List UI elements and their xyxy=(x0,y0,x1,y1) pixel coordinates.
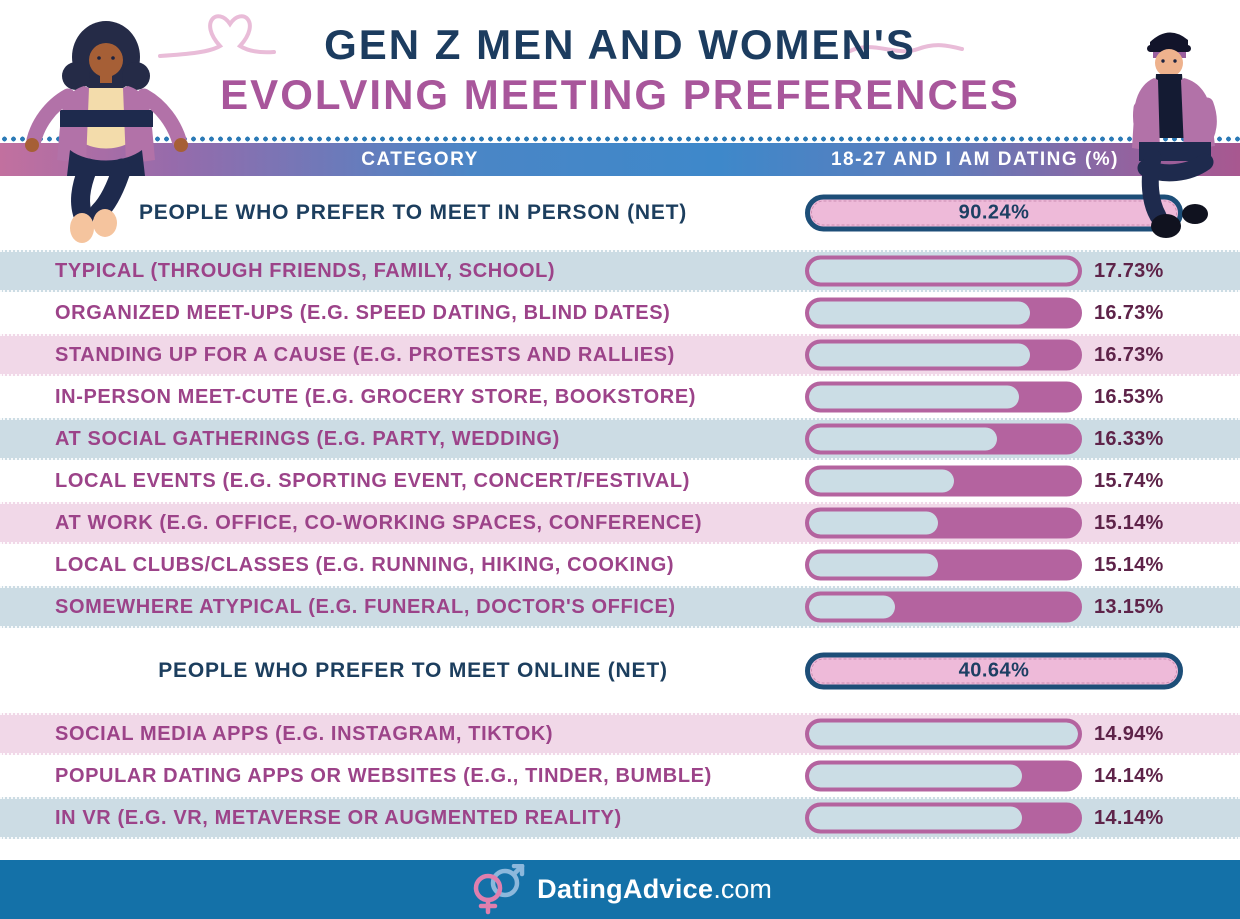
category-value: 15.74% xyxy=(1094,469,1164,492)
title-line-1: GEN Z MEN AND WOMEN'S xyxy=(324,21,916,68)
category-label: LOCAL CLUBS/CLASSES (E.G. RUNNING, HIKIN… xyxy=(55,553,675,576)
category-label: ORGANIZED MEET-UPS (E.G. SPEED DATING, B… xyxy=(55,301,671,324)
category-value: 13.15% xyxy=(1094,595,1164,618)
column-header-value: 18-27 AND I AM DATING (%) xyxy=(830,148,1120,170)
net-in-person-bar: 90.24% xyxy=(805,194,1183,232)
category-bar xyxy=(805,802,1082,834)
category-label: SOCIAL MEDIA APPS (E.G. INSTAGRAM, TIKTO… xyxy=(55,722,554,745)
category-bar xyxy=(805,255,1082,287)
category-bar-fill xyxy=(809,722,1078,746)
table-row: LOCAL CLUBS/CLASSES (E.G. RUNNING, HIKIN… xyxy=(0,544,1240,586)
category-label: LOCAL EVENTS (E.G. SPORTING EVENT, CONCE… xyxy=(55,469,690,492)
category-bar xyxy=(805,591,1082,623)
category-bar-fill xyxy=(809,259,1078,283)
preferences-table: PEOPLE WHO PREFER TO MEET IN PERSON (NET… xyxy=(0,176,1240,839)
category-bar xyxy=(805,549,1082,581)
category-bar xyxy=(805,760,1082,792)
category-bar xyxy=(805,507,1082,539)
category-bar-fill xyxy=(809,343,1030,367)
category-value: 15.14% xyxy=(1094,511,1164,534)
footer-bar: DatingAdvice.com xyxy=(0,860,1240,919)
category-value: 17.73% xyxy=(1094,259,1164,282)
category-label: IN VR (E.G. VR, METAVERSE OR AUGMENTED R… xyxy=(55,806,622,829)
table-row: SOCIAL MEDIA APPS (E.G. INSTAGRAM, TIKTO… xyxy=(0,713,1240,755)
table-row: ORGANIZED MEET-UPS (E.G. SPEED DATING, B… xyxy=(0,292,1240,334)
wave-doodle-icon xyxy=(848,43,964,54)
dating-advice-logo-icon xyxy=(473,863,525,914)
table-row: STANDING UP FOR A CAUSE (E.G. PROTESTS A… xyxy=(0,334,1240,376)
category-value: 16.33% xyxy=(1094,427,1164,450)
category-bar xyxy=(805,465,1082,497)
category-value: 14.14% xyxy=(1094,764,1164,787)
net-row-in-person: PEOPLE WHO PREFER TO MEET IN PERSON (NET… xyxy=(0,176,1240,250)
net-online-label: PEOPLE WHO PREFER TO MEET ONLINE (NET) xyxy=(158,658,668,682)
category-label: POPULAR DATING APPS OR WEBSITES (E.G., T… xyxy=(55,764,712,787)
dotted-border xyxy=(0,135,1240,143)
category-label: STANDING UP FOR A CAUSE (E.G. PROTESTS A… xyxy=(55,343,675,366)
table-row: AT SOCIAL GATHERINGS (E.G. PARTY, WEDDIN… xyxy=(0,418,1240,460)
category-bar-fill xyxy=(809,469,955,493)
net-in-person-value: 90.24% xyxy=(958,201,1030,224)
category-bar xyxy=(805,423,1082,455)
table-row: SOMEWHERE ATYPICAL (E.G. FUNERAL, DOCTOR… xyxy=(0,586,1240,628)
footer-brand: DatingAdvice.com xyxy=(537,874,772,905)
brand-name: DatingAdvice xyxy=(537,874,714,904)
category-value: 15.14% xyxy=(1094,553,1164,576)
category-bar-fill xyxy=(809,806,1022,830)
net-row-online: PEOPLE WHO PREFER TO MEET ONLINE (NET) 4… xyxy=(0,628,1240,713)
table-row: IN-PERSON MEET-CUTE (E.G. GROCERY STORE,… xyxy=(0,376,1240,418)
table-row: AT WORK (E.G. OFFICE, CO-WORKING SPACES,… xyxy=(0,502,1240,544)
table-row: POPULAR DATING APPS OR WEBSITES (E.G., T… xyxy=(0,755,1240,797)
category-bar-fill xyxy=(809,385,1019,409)
category-bar-fill xyxy=(809,511,939,535)
category-value: 16.73% xyxy=(1094,301,1164,324)
page-title: GEN Z MEN AND WOMEN'S EVOLVING MEETING P… xyxy=(0,20,1240,120)
category-bar-fill xyxy=(809,427,998,451)
category-bar-fill xyxy=(809,764,1022,788)
column-header-band: CATEGORY 18-27 AND I AM DATING (%) xyxy=(0,143,1240,176)
category-bar xyxy=(805,339,1082,371)
man-illustration xyxy=(1132,32,1217,238)
category-value: 14.94% xyxy=(1094,722,1164,745)
table-row: TYPICAL (THROUGH FRIENDS, FAMILY, SCHOOL… xyxy=(0,250,1240,292)
net-in-person-label: PEOPLE WHO PREFER TO MEET IN PERSON (NET… xyxy=(138,201,688,224)
category-label: AT SOCIAL GATHERINGS (E.G. PARTY, WEDDIN… xyxy=(55,427,560,450)
brand-suffix: .com xyxy=(713,874,772,904)
title-line-2: EVOLVING MEETING PREFERENCES xyxy=(220,71,1020,118)
category-label: IN-PERSON MEET-CUTE (E.G. GROCERY STORE,… xyxy=(55,385,697,408)
column-header-category: CATEGORY xyxy=(361,148,479,170)
category-bar-fill xyxy=(809,301,1030,325)
category-value: 14.14% xyxy=(1094,806,1164,829)
table-row: IN VR (E.G. VR, METAVERSE OR AUGMENTED R… xyxy=(0,797,1240,839)
net-online-bar: 40.64% xyxy=(805,652,1183,689)
category-bar-fill xyxy=(809,595,896,619)
category-bar xyxy=(805,381,1082,413)
category-label: SOMEWHERE ATYPICAL (E.G. FUNERAL, DOCTOR… xyxy=(55,595,676,618)
net-online-value: 40.64% xyxy=(958,659,1030,681)
category-bar xyxy=(805,718,1082,750)
category-bar-fill xyxy=(809,553,939,577)
category-bar xyxy=(805,297,1082,329)
category-label: AT WORK (E.G. OFFICE, CO-WORKING SPACES,… xyxy=(55,511,703,534)
table-row: LOCAL EVENTS (E.G. SPORTING EVENT, CONCE… xyxy=(0,460,1240,502)
category-value: 16.53% xyxy=(1094,385,1164,408)
category-label: TYPICAL (THROUGH FRIENDS, FAMILY, SCHOOL… xyxy=(55,259,556,282)
heart-doodle-icon xyxy=(158,14,276,58)
woman-illustration xyxy=(25,21,188,243)
category-value: 16.73% xyxy=(1094,343,1164,366)
